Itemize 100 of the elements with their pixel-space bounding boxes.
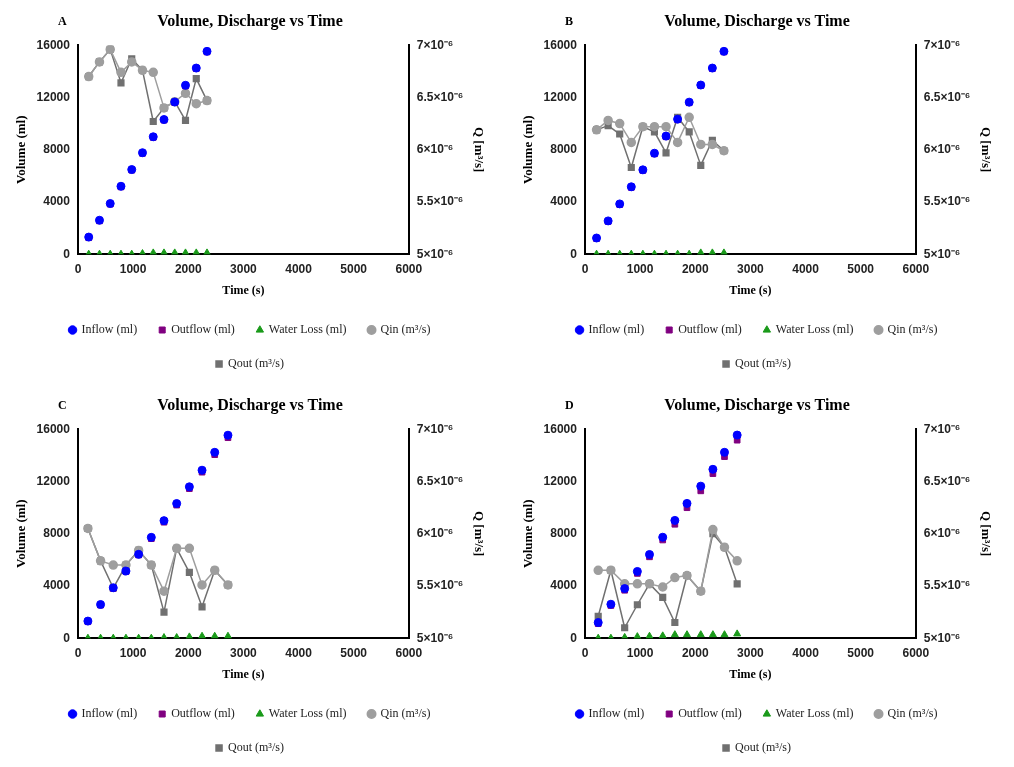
y-tick-label: 4000 <box>43 578 71 593</box>
legend-label: Qin (m³/s) <box>380 706 431 721</box>
text: C <box>58 398 67 413</box>
legend-label: Qout (m³/s) <box>228 740 284 755</box>
x-tick-label: 0 <box>74 645 82 660</box>
y2-tick-label: 5.5×10⁻⁶ <box>923 194 971 209</box>
y2-tick-label: 6×10⁻⁶ <box>923 526 961 541</box>
text: A <box>58 14 67 29</box>
legend-label: Inflow (ml) <box>588 322 645 337</box>
y-tick-label: 16000 <box>36 37 71 52</box>
legend-label: Inflow (ml) <box>81 322 138 337</box>
text: B <box>565 14 574 29</box>
y-tick-label: 16000 <box>543 37 578 52</box>
x-tick-label: 0 <box>74 261 82 276</box>
y2-tick-label: 5.5×10⁻⁶ <box>416 578 464 593</box>
y-tick-label: 12000 <box>36 473 71 488</box>
legend-label: Outflow (ml) <box>678 322 742 337</box>
x-tick-label: 3000 <box>230 645 258 660</box>
y2-tick-label: 7×10⁻⁶ <box>416 37 454 52</box>
chart-title: Volume, Discharge vs Time <box>664 395 850 414</box>
x-tick-label: 5000 <box>847 645 875 660</box>
legend-label: Outflow (ml) <box>171 322 235 337</box>
y-tick-label: 8000 <box>43 526 71 541</box>
y2-axis-title: Q [m³/s] <box>471 126 487 173</box>
y-tick-label: 0 <box>570 246 578 261</box>
x-tick-label: 0 <box>581 261 589 276</box>
y-tick-label: 4000 <box>43 194 71 209</box>
legend-label: Outflow (ml) <box>678 706 742 721</box>
x-tick-label: 4000 <box>285 645 313 660</box>
x-tick-label: 1000 <box>119 261 147 276</box>
legend-label: Inflow (ml) <box>588 706 645 721</box>
x-axis-title: Time (s) <box>222 282 265 297</box>
y-tick-label: 8000 <box>550 526 578 541</box>
y2-tick-label: 6×10⁻⁶ <box>416 142 454 157</box>
y2-tick-label: 5×10⁻⁶ <box>923 246 961 261</box>
x-tick-label: 6000 <box>902 645 930 660</box>
y2-tick-label: 7×10⁻⁶ <box>416 421 454 436</box>
legend-label: Outflow (ml) <box>171 706 235 721</box>
chart-title: Volume, Discharge vs Time <box>157 11 343 30</box>
y2-tick-label: 6×10⁻⁶ <box>416 526 454 541</box>
y-tick-label: 16000 <box>543 421 578 436</box>
y2-tick-label: 6.5×10⁻⁶ <box>416 473 464 488</box>
x-tick-label: 1000 <box>119 645 147 660</box>
x-tick-label: 0 <box>581 645 589 660</box>
legend-label: Water Loss (ml) <box>775 322 854 337</box>
legend-label: Water Loss (ml) <box>268 322 347 337</box>
y-axis-title: Volume (ml) <box>520 115 536 184</box>
y2-axis-title: Q [m³/s] <box>978 510 994 557</box>
y-axis-title: Volume (ml) <box>520 499 536 568</box>
y-tick-label: 8000 <box>550 142 578 157</box>
x-tick-label: 4000 <box>792 261 820 276</box>
y-tick-label: 16000 <box>36 421 71 436</box>
x-axis-title: Time (s) <box>222 666 265 681</box>
y2-tick-label: 6.5×10⁻⁶ <box>416 89 464 104</box>
y-tick-label: 12000 <box>543 473 578 488</box>
x-axis-title: Time (s) <box>729 666 772 681</box>
y2-tick-label: 6.5×10⁻⁶ <box>923 89 971 104</box>
legend-label: Water Loss (ml) <box>268 706 347 721</box>
x-tick-label: 6000 <box>395 261 423 276</box>
legend-label: Qout (m³/s) <box>228 356 284 371</box>
y-tick-label: 12000 <box>36 89 71 104</box>
x-tick-label: 4000 <box>285 261 313 276</box>
y2-tick-label: 5×10⁻⁶ <box>923 630 961 645</box>
x-tick-label: 2000 <box>681 261 709 276</box>
x-tick-label: 5000 <box>340 645 368 660</box>
y2-tick-label: 6.5×10⁻⁶ <box>923 473 971 488</box>
x-axis-title: Time (s) <box>729 282 772 297</box>
y-tick-label: 12000 <box>543 89 578 104</box>
y2-tick-label: 5.5×10⁻⁶ <box>923 578 971 593</box>
x-tick-label: 1000 <box>626 645 654 660</box>
legend-label: Qout (m³/s) <box>735 740 791 755</box>
y2-tick-label: 5×10⁻⁶ <box>416 246 454 261</box>
y-tick-label: 8000 <box>43 142 71 157</box>
legend-label: Inflow (ml) <box>81 706 138 721</box>
chart-title: Volume, Discharge vs Time <box>664 11 850 30</box>
legend-label: Qin (m³/s) <box>887 322 938 337</box>
y2-tick-label: 5×10⁻⁶ <box>416 630 454 645</box>
x-tick-label: 2000 <box>174 645 202 660</box>
legend-label: Water Loss (ml) <box>775 706 854 721</box>
y-tick-label: 0 <box>63 246 71 261</box>
x-tick-label: 2000 <box>681 645 709 660</box>
x-tick-label: 3000 <box>230 261 258 276</box>
y-tick-label: 0 <box>570 630 578 645</box>
x-tick-label: 5000 <box>340 261 368 276</box>
y-axis-title: Volume (ml) <box>13 499 29 568</box>
y2-tick-label: 5.5×10⁻⁶ <box>416 194 464 209</box>
x-tick-label: 5000 <box>847 261 875 276</box>
x-tick-label: 4000 <box>792 645 820 660</box>
legend-label: Qin (m³/s) <box>380 322 431 337</box>
x-tick-label: 6000 <box>902 261 930 276</box>
y2-tick-label: 6×10⁻⁶ <box>923 142 961 157</box>
y-axis-title: Volume (ml) <box>13 115 29 184</box>
x-tick-label: 3000 <box>737 645 765 660</box>
y-tick-label: 4000 <box>550 578 578 593</box>
x-tick-label: 2000 <box>174 261 202 276</box>
text: D <box>565 398 574 413</box>
x-tick-label: 1000 <box>626 261 654 276</box>
y-tick-label: 4000 <box>550 194 578 209</box>
legend-label: Qin (m³/s) <box>887 706 938 721</box>
y2-tick-label: 7×10⁻⁶ <box>923 37 961 52</box>
